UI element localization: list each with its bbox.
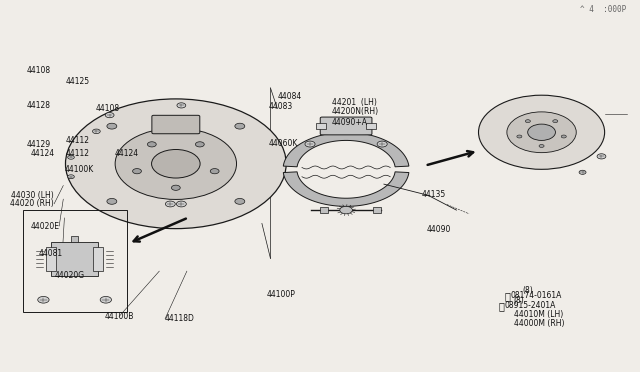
Text: 44125: 44125 [65,77,90,86]
Circle shape [147,142,156,147]
Circle shape [93,129,100,134]
Text: 44124: 44124 [31,149,55,158]
Text: 08915-2401A: 08915-2401A [504,301,556,310]
Text: 44128: 44128 [26,101,51,110]
Circle shape [340,206,353,214]
Text: 44000M (RH): 44000M (RH) [515,320,565,328]
Circle shape [105,112,114,118]
Text: 44100B: 44100B [104,312,134,321]
Circle shape [177,201,186,207]
Text: 44020 (RH): 44020 (RH) [10,199,54,208]
Circle shape [172,185,180,190]
Text: 44124: 44124 [115,149,139,158]
Circle shape [305,141,315,147]
Text: Ⓝ: Ⓝ [498,301,504,311]
Circle shape [517,135,522,138]
Bar [51,242,99,276]
Text: 44200N(RH): 44200N(RH) [332,107,379,116]
Bar [319,207,328,214]
Circle shape [100,296,111,303]
Text: 44100P: 44100P [267,290,296,299]
Circle shape [68,175,74,179]
Circle shape [235,123,244,129]
Circle shape [528,124,556,140]
Text: 44081: 44081 [38,249,62,258]
Circle shape [539,144,544,147]
Circle shape [525,120,531,123]
Bar [46,247,56,271]
Bar [22,210,127,312]
Text: 44129: 44129 [26,140,51,149]
Text: 44108: 44108 [26,66,51,75]
Circle shape [177,103,186,108]
Text: 44135: 44135 [422,190,446,199]
Circle shape [597,154,606,159]
Circle shape [479,95,605,169]
Circle shape [115,128,237,199]
Circle shape [507,112,576,153]
Polygon shape [284,132,409,167]
Circle shape [579,170,586,174]
Text: (8): (8) [523,286,533,295]
Circle shape [235,198,244,204]
Text: (8): (8) [513,296,524,305]
Text: 44020E: 44020E [30,221,59,231]
Circle shape [107,198,117,204]
Circle shape [195,142,204,147]
Circle shape [65,99,286,229]
Bar [366,123,376,129]
Circle shape [152,150,200,178]
Bar [93,247,103,271]
Text: 44020G: 44020G [54,271,84,280]
Text: 44084: 44084 [277,92,301,101]
Bar [372,207,381,214]
Text: Ⓑ: Ⓑ [504,291,510,301]
FancyBboxPatch shape [152,115,200,134]
Circle shape [561,135,566,138]
Text: 44108: 44108 [96,105,120,113]
Text: 44118D: 44118D [165,314,195,323]
Circle shape [165,201,175,207]
Circle shape [132,169,141,174]
Circle shape [553,120,558,123]
Text: 44100K: 44100K [65,165,94,174]
Text: 44201  (LH): 44201 (LH) [332,98,376,107]
Circle shape [107,123,117,129]
Circle shape [68,155,74,159]
Text: 44112: 44112 [65,149,90,158]
Text: 44090+A: 44090+A [332,118,367,127]
Bar [71,235,79,242]
Circle shape [377,141,387,147]
Polygon shape [284,172,409,206]
Text: 44083: 44083 [269,102,293,111]
Bar [316,123,326,129]
Text: 44030 (LH): 44030 (LH) [12,191,54,200]
Text: 44010M (LH): 44010M (LH) [515,311,564,320]
Text: 44060K: 44060K [268,139,298,148]
Text: 44112: 44112 [65,136,90,145]
Text: 08174-0161A: 08174-0161A [511,291,562,300]
Circle shape [38,296,49,303]
Text: ^ 4  :000P: ^ 4 :000P [580,5,627,14]
Circle shape [211,169,219,174]
Text: 44090: 44090 [426,225,451,234]
FancyBboxPatch shape [320,117,372,135]
